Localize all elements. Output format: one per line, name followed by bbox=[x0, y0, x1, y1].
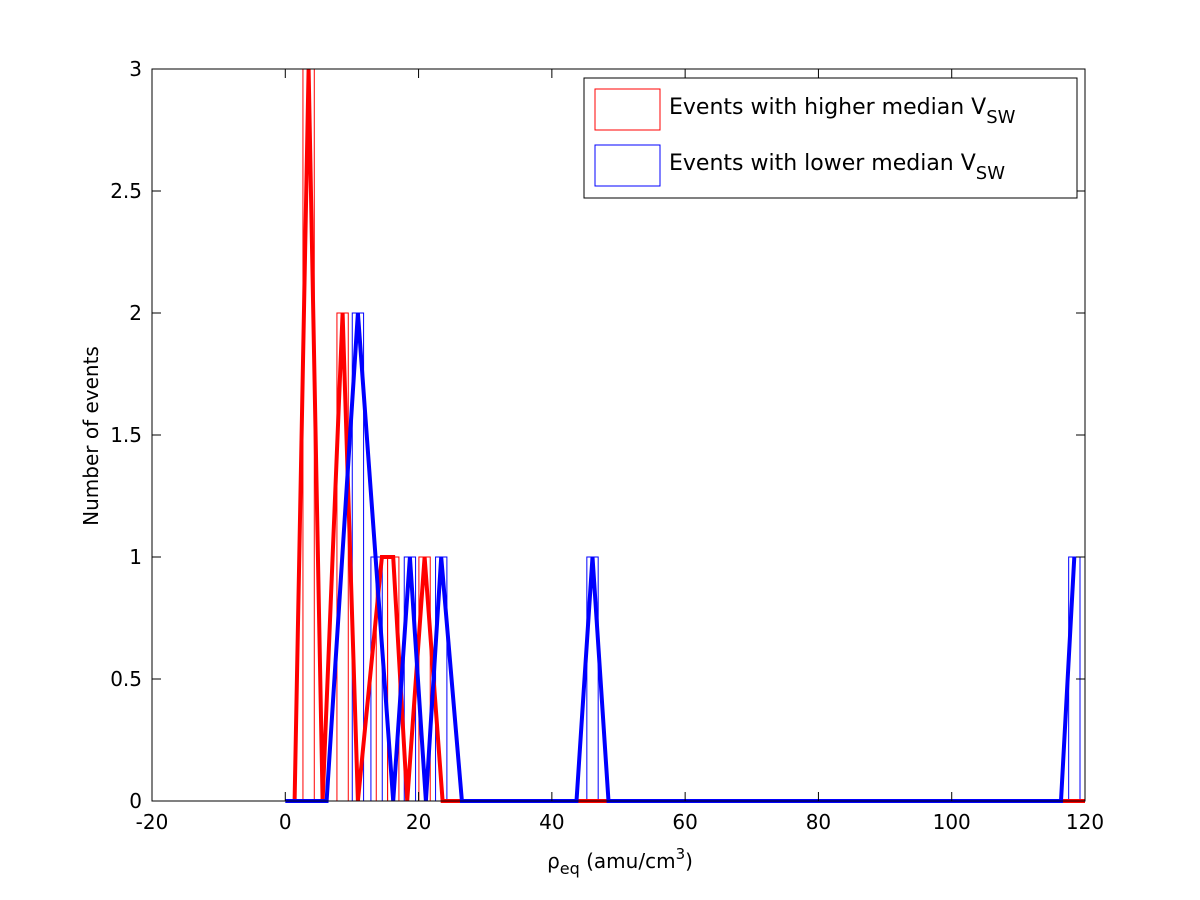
legend-entry-higher-name: Events with higher median V bbox=[669, 95, 986, 120]
x-tick-label-4: 60 bbox=[672, 810, 697, 834]
x-tick-label-7: 120 bbox=[1066, 810, 1104, 834]
legend-entry-higher-subscript: SW bbox=[986, 107, 1015, 128]
x-tick-label-1: 0 bbox=[279, 810, 292, 834]
y-tick-label-0: 0 bbox=[129, 789, 142, 813]
legend-entry-lower-name: Events with lower median V bbox=[669, 151, 976, 176]
x-axis-label-superscript: 3 bbox=[676, 845, 686, 863]
y-tick-label-1: 0.5 bbox=[110, 667, 142, 691]
x-tick-label-2: 20 bbox=[406, 810, 431, 834]
x-axis-label-rest: (amu/cm bbox=[580, 849, 676, 873]
legend-box bbox=[583, 77, 1078, 199]
x-axis-label-close: ) bbox=[685, 849, 693, 873]
x-tick-label-5: 80 bbox=[806, 810, 831, 834]
legend-entry-lower: Events with lower median VSW bbox=[669, 151, 1005, 184]
legend: Events with higher median VSW Events wit… bbox=[583, 77, 1078, 199]
x-tick-label-6: 100 bbox=[933, 810, 971, 834]
x-axis-label-subscript: eq bbox=[560, 859, 580, 878]
x-axis-label-main: ρ bbox=[547, 849, 560, 873]
y-tick-label-4: 2 bbox=[129, 301, 142, 325]
y-axis-label: Number of events bbox=[79, 346, 103, 526]
series-line-higher bbox=[292, 68, 1085, 803]
y-tick-label-3: 1.5 bbox=[110, 423, 142, 447]
legend-entry-higher: Events with higher median VSW bbox=[669, 95, 1016, 128]
legend-entry-lower-subscript: SW bbox=[976, 163, 1005, 184]
x-axis-label: ρeq (amu/cm3) bbox=[547, 845, 693, 878]
y-tick-label-2: 1 bbox=[129, 545, 142, 569]
y-tick-label-6: 3 bbox=[129, 57, 142, 81]
y-tick-label-5: 2.5 bbox=[110, 179, 142, 203]
legend-swatch-higher bbox=[594, 88, 661, 131]
x-tick-label-3: 40 bbox=[539, 810, 564, 834]
legend-swatch-lower bbox=[594, 144, 661, 187]
x-tick-label-0: -20 bbox=[136, 810, 169, 834]
